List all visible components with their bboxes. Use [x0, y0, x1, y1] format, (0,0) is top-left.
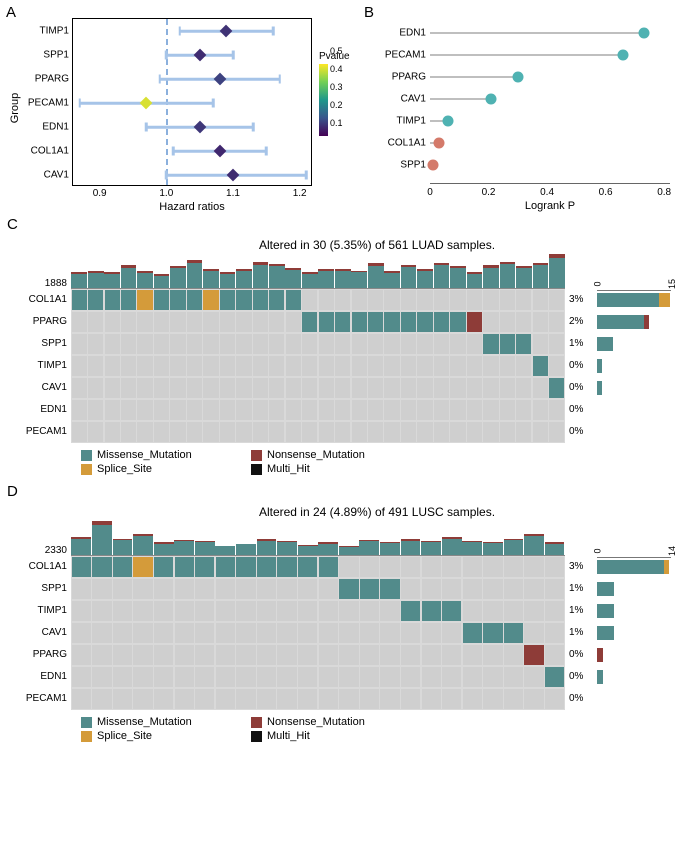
panel-c-label: C: [7, 216, 18, 233]
panel-d-title: Altered in 24 (4.89%) of 491 LUSC sample…: [79, 505, 675, 519]
colorbar-title: Pvalue: [319, 51, 367, 62]
pvalue-colorbar: Pvalue 0.50.40.30.20.1: [319, 51, 367, 136]
panel-b-label: B: [364, 4, 374, 21]
panel-c: C Altered in 30 (5.35%) of 561 LUAD samp…: [15, 238, 675, 475]
lollipop-plot: Logrank P 00.20.40.60.8EDN1PECAM1PPARGCA…: [430, 18, 670, 184]
forest-ytitle: Group: [9, 93, 21, 124]
colorbar-gradient: [319, 64, 328, 136]
lollipop-xtitle: Logrank P: [525, 200, 575, 212]
panel-a: A Group Hazard ratios Pvalue 0.50.40.30.…: [8, 8, 358, 208]
panel-a-label: A: [6, 4, 16, 21]
forest-plot: Group Hazard ratios Pvalue 0.50.40.30.20…: [72, 18, 312, 186]
figure: A Group Hazard ratios Pvalue 0.50.40.30.…: [8, 8, 682, 742]
panel-d-label: D: [7, 483, 18, 500]
panel-b: B Logrank P 00.20.40.60.8EDN1PECAM1PPARG…: [366, 8, 676, 208]
panel-c-title: Altered in 30 (5.35%) of 561 LUAD sample…: [79, 238, 675, 252]
forest-xtitle: Hazard ratios: [159, 201, 224, 213]
panel-d: D Altered in 24 (4.89%) of 491 LUSC samp…: [15, 505, 675, 742]
